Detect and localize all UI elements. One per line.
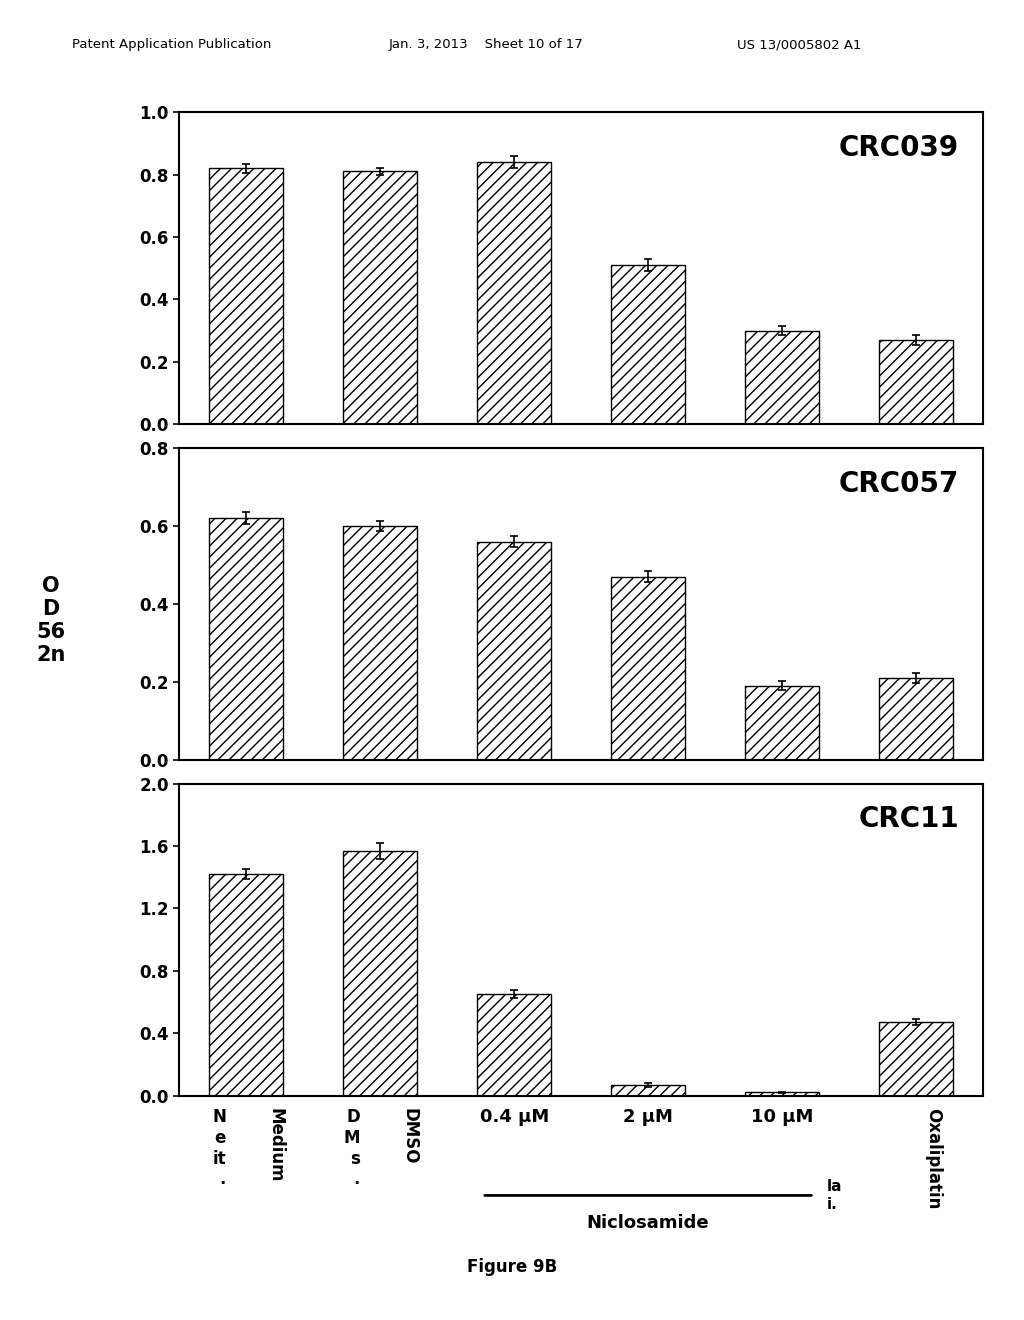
Text: O
D
56
2n: O D 56 2n — [37, 576, 66, 665]
Bar — [611, 577, 685, 760]
Bar — [745, 686, 819, 760]
Bar — [209, 519, 283, 760]
Text: Figure 9B: Figure 9B — [467, 1258, 557, 1276]
Text: US 13/0005802 A1: US 13/0005802 A1 — [737, 38, 862, 51]
Bar — [477, 541, 551, 760]
Bar — [880, 1022, 953, 1096]
Bar — [611, 1085, 685, 1096]
Text: CRC11: CRC11 — [858, 805, 958, 833]
Text: Patent Application Publication: Patent Application Publication — [72, 38, 271, 51]
Bar — [477, 994, 551, 1096]
Text: la
i.: la i. — [826, 1179, 842, 1212]
Text: DMSO: DMSO — [400, 1107, 418, 1164]
Text: CRC039: CRC039 — [839, 135, 958, 162]
Text: Oxaliplatin: Oxaliplatin — [924, 1107, 942, 1209]
Bar — [880, 341, 953, 424]
Text: 10 μM: 10 μM — [751, 1107, 813, 1126]
Bar — [880, 678, 953, 760]
Bar — [209, 169, 283, 424]
Bar — [611, 265, 685, 424]
Text: CRC057: CRC057 — [839, 470, 958, 498]
Text: Medium: Medium — [266, 1107, 285, 1183]
Bar — [477, 162, 551, 424]
Text: Jan. 3, 2013    Sheet 10 of 17: Jan. 3, 2013 Sheet 10 of 17 — [389, 38, 584, 51]
Bar — [343, 850, 417, 1096]
Text: N
e
it
.: N e it . — [212, 1107, 226, 1188]
Text: 2 μM: 2 μM — [624, 1107, 673, 1126]
Bar — [343, 172, 417, 424]
Text: D
M
s
.: D M s . — [344, 1107, 360, 1188]
Text: Niclosamide: Niclosamide — [587, 1214, 710, 1232]
Bar — [209, 874, 283, 1096]
Text: 0.4 μM: 0.4 μM — [479, 1107, 549, 1126]
Bar — [745, 330, 819, 424]
Bar — [343, 525, 417, 760]
Bar — [745, 1093, 819, 1096]
